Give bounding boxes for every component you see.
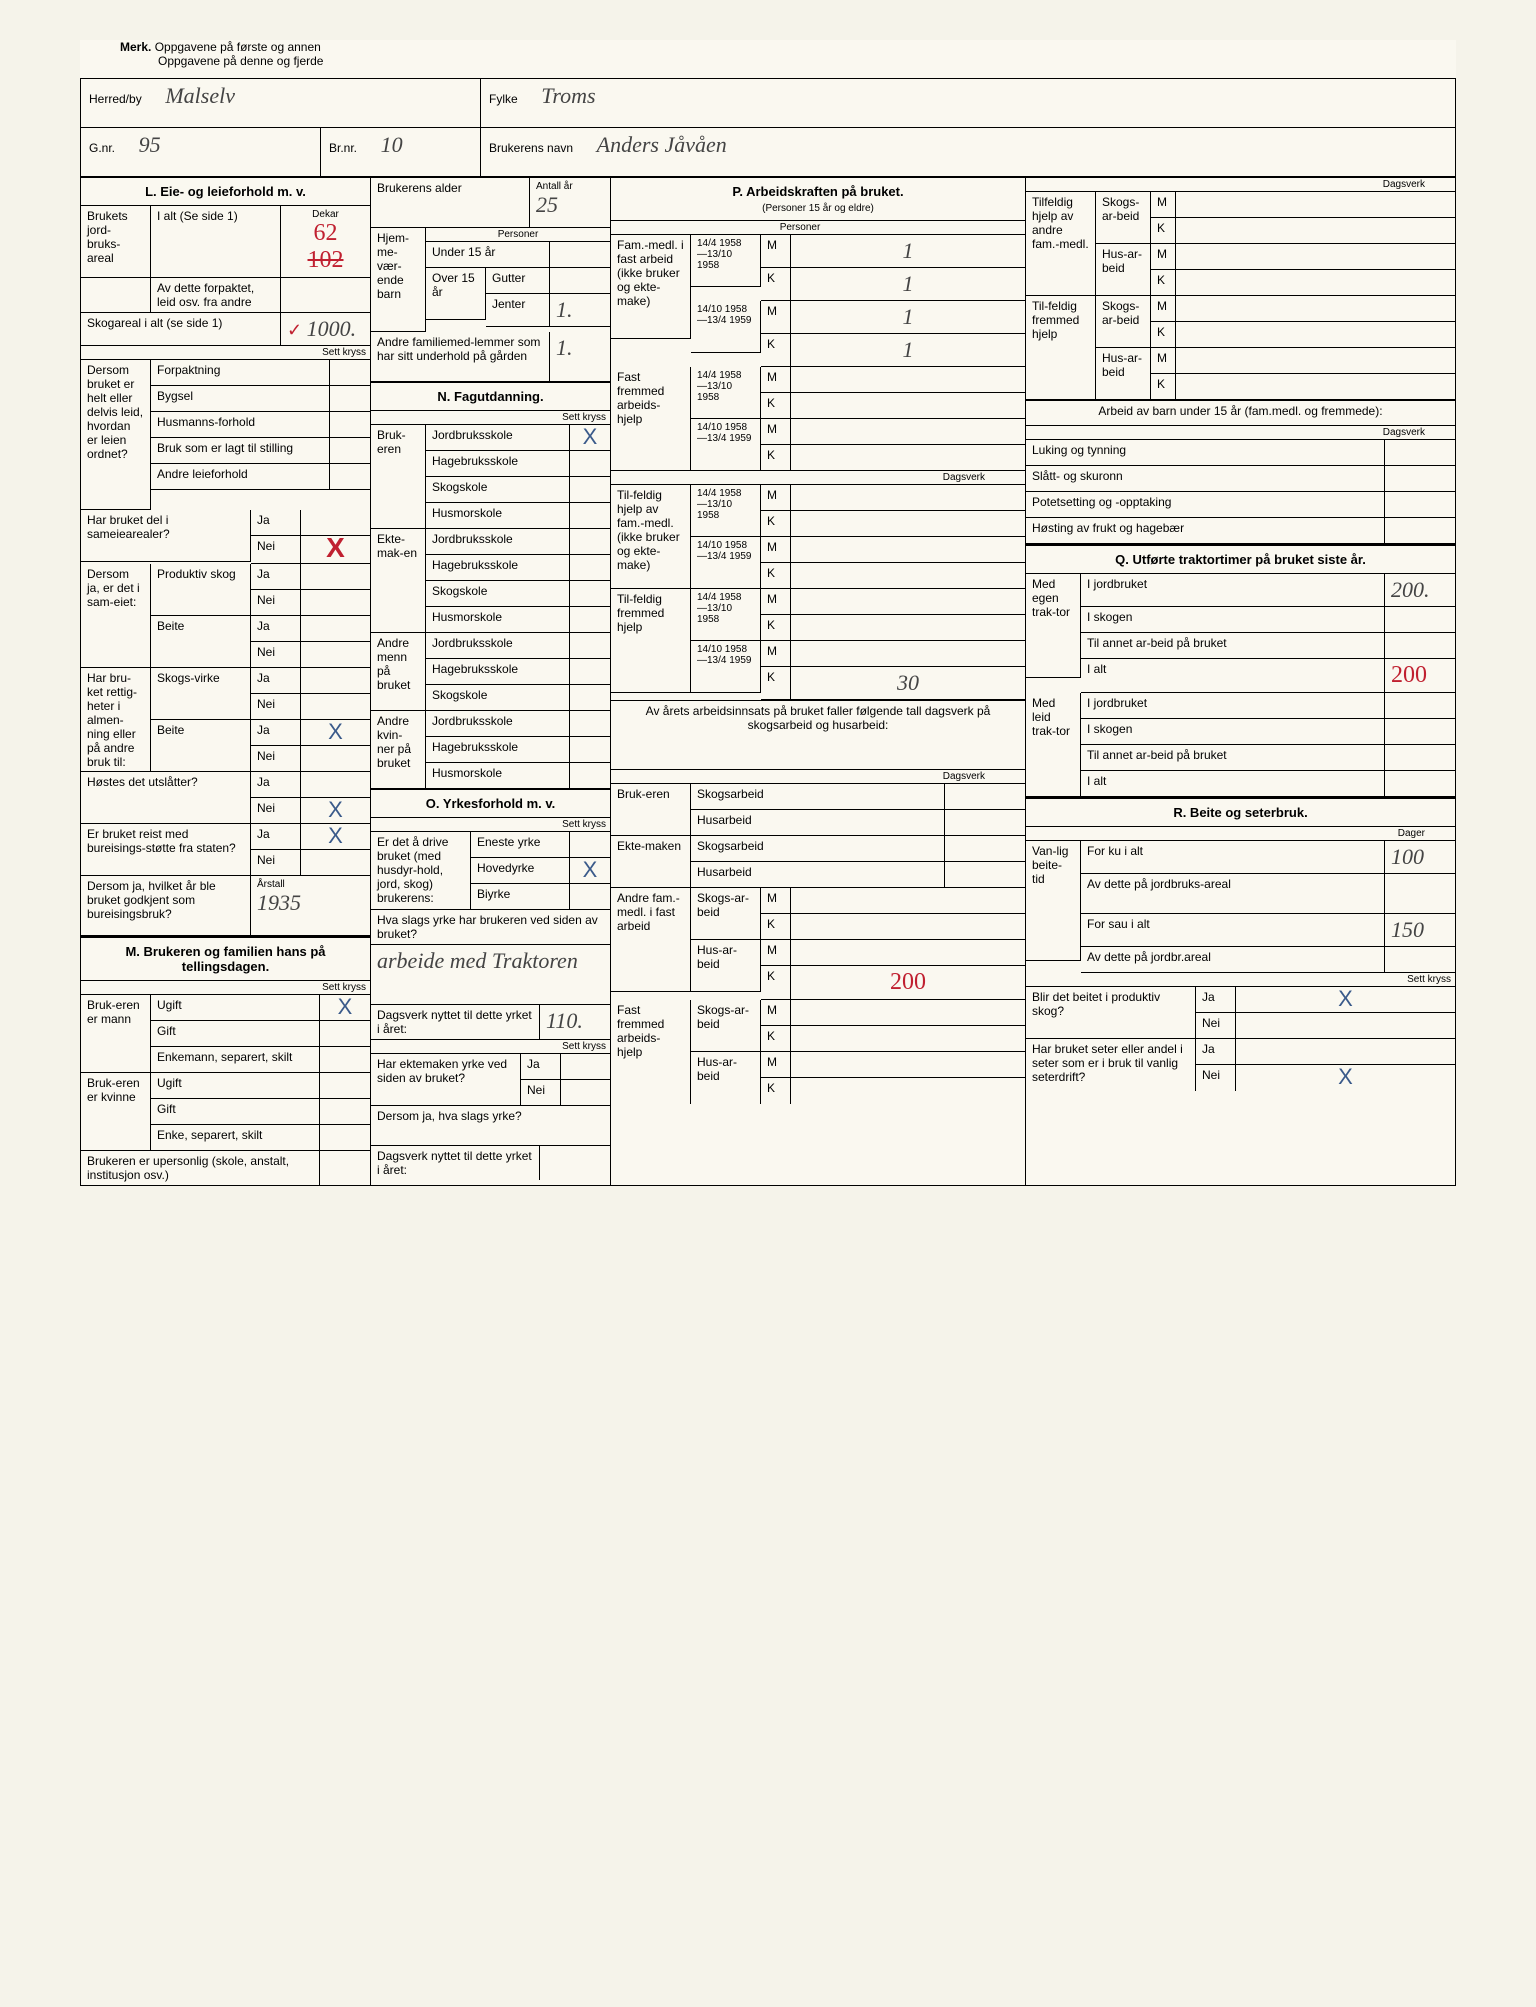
census-form: Merk. Oppgavene på første og annen Oppga…	[80, 40, 1456, 1186]
section-l-header: L. Eie- og leieforhold m. v.	[81, 178, 370, 206]
fylke-cell: Fylke Troms	[481, 79, 1455, 127]
merk-note: Merk. Oppgavene på første og annen Oppga…	[80, 40, 1456, 68]
herred-cell: Herred/by Malselv	[81, 79, 481, 127]
section-r-header: R. Beite og seterbruk.	[1026, 797, 1455, 827]
col-right: Dagsverk Tilfeldig hjelp av andre fam.-m…	[1026, 178, 1455, 1185]
section-o-header: O. Yrkesforhold m. v.	[371, 789, 610, 818]
section-n-header: N. Fagutdanning.	[371, 382, 610, 411]
section-q-header: Q. Utførte traktortimer på bruket siste …	[1026, 544, 1455, 574]
brukerens-navn-cell: Brukerens navn Anders Jåvåen	[481, 128, 1455, 176]
main-columns: L. Eie- og leieforhold m. v. Brukets jor…	[81, 178, 1455, 1185]
gnr-cell: G.nr. 95	[81, 128, 321, 176]
section-m-header: M. Brukeren og familien hans på tellings…	[81, 936, 370, 981]
brukets-label: Brukets jord-bruks-areal	[81, 206, 151, 278]
brnr-cell: Br.nr. 10	[321, 128, 481, 176]
section-p-header: P. Arbeidskraften på bruket.(Personer 15…	[611, 178, 1025, 221]
col-p: P. Arbeidskraften på bruket.(Personer 15…	[611, 178, 1026, 1185]
fylke-value: Troms	[541, 83, 595, 109]
form-container: Herred/by Malselv Fylke Troms G.nr. 95 B…	[80, 78, 1456, 1186]
col-left: L. Eie- og leieforhold m. v. Brukets jor…	[81, 178, 371, 1185]
herred-value: Malselv	[165, 83, 235, 109]
col-middle: Brukerens alder Antall år 25 Hjem-me-vær…	[371, 178, 611, 1185]
x-mark: X	[326, 532, 345, 563]
